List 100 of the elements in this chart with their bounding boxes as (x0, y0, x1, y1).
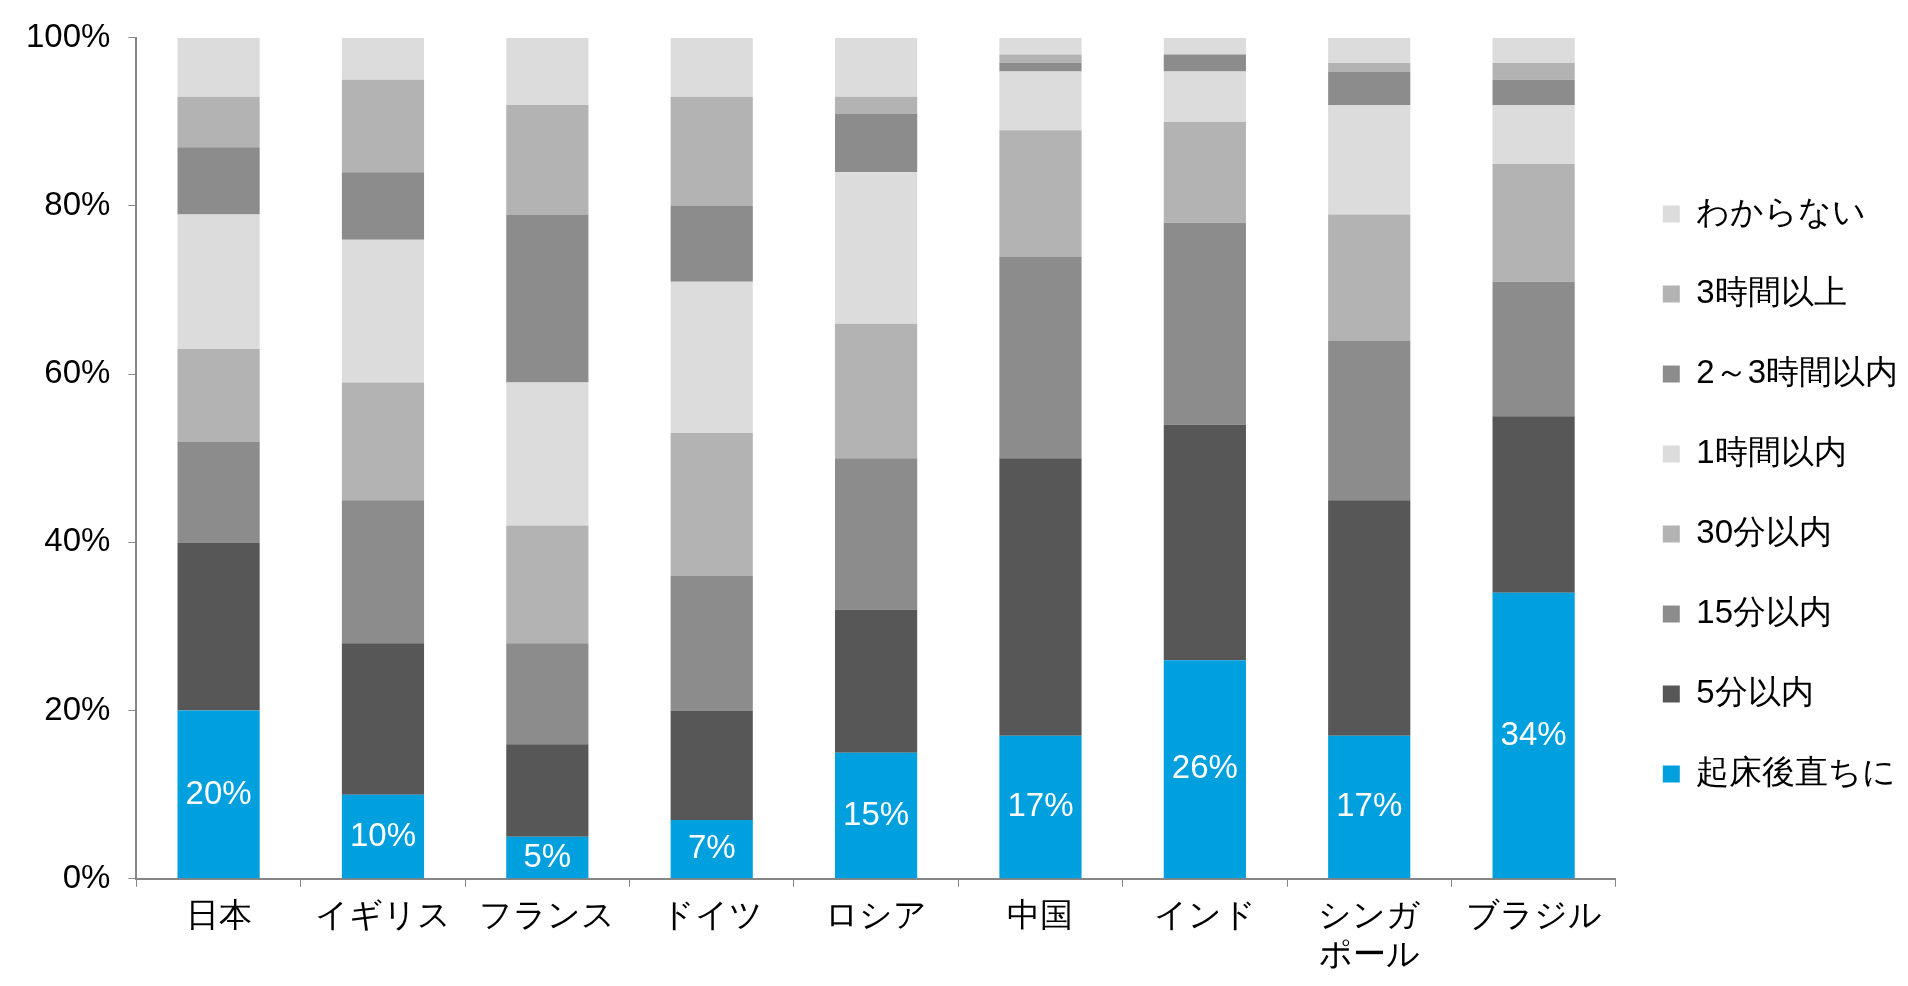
bar (506, 525, 589, 644)
x-tick-label: ロシア (825, 895, 928, 933)
bar (177, 348, 260, 442)
x-tick-label: 中国 (1007, 895, 1074, 933)
bar (506, 744, 589, 837)
bar (835, 172, 918, 324)
bar (1328, 500, 1411, 736)
bar (506, 382, 589, 526)
bar (670, 576, 753, 711)
legend-label: 3時間以上 (1696, 273, 1847, 311)
data-label: 15% (843, 794, 910, 832)
bar (1328, 214, 1411, 341)
bar (506, 37, 589, 106)
bar (835, 609, 918, 753)
legend-label: 5分以内 (1696, 673, 1814, 711)
data-label: 17% (1336, 786, 1403, 824)
bar (999, 458, 1082, 736)
bar (1492, 63, 1575, 80)
x-tick-label: イギリス (314, 895, 451, 933)
legend-label: 15分以内 (1696, 593, 1833, 631)
x-tick-label: シンガポール (1318, 895, 1421, 973)
bar (1163, 424, 1246, 661)
y-tick-label: 20% (44, 689, 111, 727)
data-label: 34% (1500, 714, 1567, 752)
y-tick-label: 60% (44, 353, 111, 391)
bar (1492, 37, 1575, 64)
bar (670, 710, 753, 820)
bar (506, 643, 589, 745)
bar (999, 256, 1082, 459)
bar (670, 281, 753, 434)
x-tick-label: ドイツ (660, 895, 763, 933)
bar (1328, 63, 1411, 72)
bar (177, 147, 260, 215)
legend-label: 30分以内 (1696, 513, 1833, 551)
bar (341, 643, 425, 795)
y-tick-label: 80% (44, 185, 111, 223)
bar (1492, 416, 1575, 593)
data-label: 5% (523, 836, 572, 874)
bar (999, 735, 1082, 879)
bar (1163, 37, 1246, 55)
bar (1163, 54, 1246, 72)
bar (999, 54, 1082, 64)
data-label: 26% (1171, 748, 1238, 786)
bar (177, 441, 260, 543)
x-tick-label: 日本 (185, 895, 252, 933)
data-label: 10% (349, 815, 416, 853)
bar (670, 819, 753, 879)
bar (999, 63, 1082, 72)
bar (341, 382, 425, 501)
legend-label: 1時間以内 (1696, 433, 1847, 471)
bar (1492, 592, 1575, 879)
bar (1328, 37, 1411, 64)
bar (177, 214, 260, 349)
bar (1328, 735, 1411, 879)
bar (341, 37, 425, 80)
bar (1163, 660, 1246, 879)
x-tick-label: インド (1153, 895, 1256, 933)
data-label: 17% (1007, 786, 1074, 824)
bar (177, 37, 260, 97)
bar (670, 96, 753, 206)
bar (1492, 163, 1575, 282)
x-tick-label: ブラジル (1465, 895, 1602, 933)
bar (177, 96, 260, 148)
legend-label: 2～3時間以内 (1696, 353, 1899, 391)
bar (999, 130, 1082, 257)
bar (1163, 222, 1246, 425)
bar (835, 458, 918, 610)
bar (1492, 281, 1575, 417)
y-tick-label: 0% (62, 857, 111, 895)
bar (341, 239, 425, 383)
x-tick-label: フランス (479, 895, 616, 933)
bar (341, 172, 425, 240)
bar (835, 752, 918, 879)
bar (1328, 105, 1411, 215)
bar (1328, 71, 1411, 106)
bar (341, 79, 425, 173)
bar (835, 96, 918, 114)
bar (1163, 71, 1246, 122)
bar (341, 500, 425, 644)
bar (1163, 121, 1246, 223)
bar (1328, 340, 1411, 501)
bar (506, 214, 589, 383)
bar (177, 710, 260, 879)
bar (1492, 105, 1575, 164)
bar (835, 113, 918, 173)
legend-label: わからない (1696, 193, 1867, 231)
bar (670, 37, 753, 97)
data-label: 7% (687, 828, 736, 866)
bar (670, 433, 753, 577)
bar (177, 542, 260, 711)
bar (506, 105, 589, 215)
bar (835, 323, 918, 459)
data-label: 20% (185, 773, 252, 811)
y-tick-label: 100% (26, 16, 111, 54)
bar (999, 37, 1082, 55)
bar (1492, 79, 1575, 106)
bar (999, 71, 1082, 131)
bar (670, 206, 753, 282)
bar (835, 37, 918, 97)
legend-label: 起床後直ちに (1696, 753, 1897, 791)
